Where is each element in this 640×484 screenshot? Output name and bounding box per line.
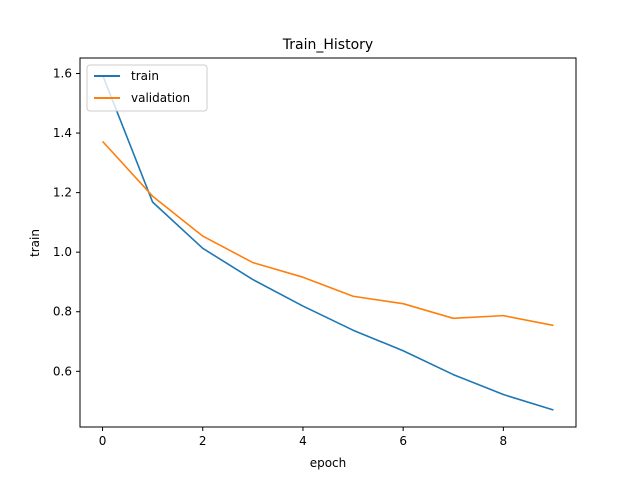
y-tick-label: 1.6 [53, 66, 72, 80]
legend-label-train: train [131, 69, 159, 83]
x-axis: 0 2 4 6 8 [99, 427, 507, 448]
plot-frame [79, 57, 577, 428]
legend: train validation [86, 64, 208, 112]
y-axis: 0.6 0.8 1.0 1.2 1.4 1.6 [53, 66, 80, 378]
y-axis-label: train [28, 229, 42, 257]
series-line-train [101, 74, 554, 411]
x-tick-label: 8 [500, 434, 508, 448]
x-tick-label: 2 [199, 434, 207, 448]
y-tick-label: 0.8 [53, 305, 72, 319]
y-tick-label: 1.2 [53, 186, 72, 200]
series-line-validation [101, 140, 554, 327]
plot-lines [101, 74, 554, 411]
chart-title: Train_History [282, 37, 373, 53]
legend-label-validation: validation [131, 91, 190, 105]
y-tick-label: 1.4 [53, 126, 72, 140]
x-tick-label: 0 [99, 434, 107, 448]
y-tick-label: 0.6 [53, 364, 72, 378]
x-axis-label: epoch [310, 456, 347, 470]
x-tick-label: 6 [399, 434, 407, 448]
x-tick-label: 4 [299, 434, 307, 448]
y-tick-label: 1.0 [53, 245, 72, 259]
